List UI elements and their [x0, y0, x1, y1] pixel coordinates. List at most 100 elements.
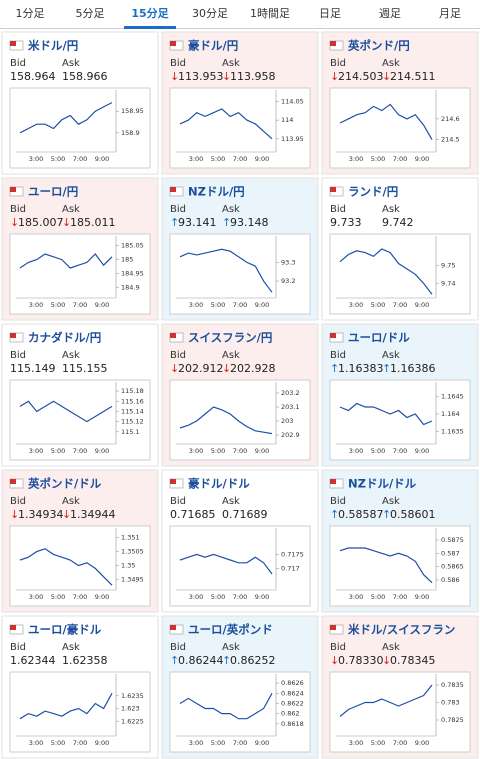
- pair-name[interactable]: NZドル/ドル: [348, 477, 417, 491]
- price-line: [339, 684, 433, 717]
- x-tick-label: 3:00: [349, 593, 364, 601]
- x-tick-label: 3:00: [29, 155, 44, 163]
- x-tick-label: 7:00: [73, 739, 88, 747]
- tab[interactable]: 日足: [319, 7, 341, 20]
- tab[interactable]: 1時間足: [250, 7, 290, 20]
- flag-mark: [330, 333, 336, 338]
- bid-label: Bid: [330, 58, 346, 69]
- x-tick-label: 3:00: [189, 301, 204, 309]
- price-line: [19, 102, 113, 134]
- flag-mark: [330, 41, 336, 46]
- bid-label: Bid: [10, 350, 26, 361]
- bid-value: 9.733: [330, 216, 362, 229]
- y-tick-label: 93.2: [281, 277, 295, 285]
- y-tick-label: 214.6: [441, 115, 460, 123]
- ask-value: 93.148: [230, 216, 269, 229]
- bid-value: 1.62344: [10, 654, 56, 667]
- tab[interactable]: 1分足: [16, 7, 45, 20]
- y-tick-label: 1.3495: [121, 576, 144, 584]
- price-line: [19, 548, 113, 586]
- bid-label: Bid: [10, 496, 26, 507]
- bid-value: 1.16383: [338, 362, 384, 375]
- ask-label: Ask: [62, 350, 80, 361]
- y-tick-label: 185: [121, 256, 133, 264]
- pair-name[interactable]: 豪ドル/円: [188, 39, 238, 53]
- y-tick-label: 184.9: [121, 284, 140, 292]
- bid-arrow: ↓: [10, 508, 19, 521]
- chart-panel: [9, 525, 151, 607]
- pair-name[interactable]: スイスフラン/円: [188, 331, 272, 345]
- flag-mark: [10, 187, 16, 192]
- pair-name[interactable]: 豪ドル/ドル: [188, 477, 250, 491]
- x-tick-label: 7:00: [393, 739, 408, 747]
- x-tick-label: 9:00: [255, 301, 270, 309]
- bid-label: Bid: [10, 204, 26, 215]
- y-tick-label: 9.74: [441, 279, 455, 287]
- bid-label: Bid: [330, 496, 346, 507]
- pair-name[interactable]: ユーロ/ドル: [348, 331, 410, 345]
- x-tick-label: 5:00: [51, 447, 66, 455]
- x-tick-label: 9:00: [415, 155, 430, 163]
- chart-panel: [9, 233, 151, 315]
- x-tick-label: 3:00: [29, 593, 44, 601]
- pair-name[interactable]: ランド/円: [348, 185, 398, 199]
- ask-label: Ask: [222, 642, 240, 653]
- y-tick-label: 0.7835: [441, 681, 464, 689]
- tab[interactable]: 15分足: [131, 6, 169, 20]
- y-tick-label: 1.351: [121, 534, 140, 542]
- bid-label: Bid: [10, 58, 26, 69]
- x-tick-label: 9:00: [415, 447, 430, 455]
- x-tick-label: 7:00: [73, 593, 88, 601]
- y-tick-label: 1.1635: [441, 428, 464, 436]
- bid-value: 93.141: [178, 216, 217, 229]
- price-line: [19, 693, 113, 720]
- x-tick-label: 7:00: [393, 593, 408, 601]
- tab[interactable]: 週足: [379, 7, 401, 20]
- ask-label: Ask: [382, 204, 400, 215]
- y-tick-label: 0.8624: [281, 689, 304, 697]
- y-tick-label: 0.5865: [441, 563, 464, 571]
- x-tick-label: 9:00: [415, 301, 430, 309]
- pair-name[interactable]: カナダドル/円: [28, 331, 101, 345]
- y-tick-label: 1.35: [121, 562, 135, 570]
- x-tick-label: 5:00: [371, 155, 386, 163]
- x-tick-label: 7:00: [233, 593, 248, 601]
- y-tick-label: 202.9: [281, 431, 300, 439]
- pair-name[interactable]: ユーロ/円: [28, 185, 78, 199]
- pair-name[interactable]: 米ドル/スイスフラン: [347, 623, 455, 637]
- y-tick-label: 114: [281, 116, 293, 124]
- flag-mark: [330, 187, 336, 192]
- x-tick-label: 9:00: [95, 155, 110, 163]
- bid-value: 0.58587: [338, 508, 384, 521]
- tab-active-underline: [124, 26, 176, 29]
- flag-mark: [170, 625, 176, 630]
- pair-name[interactable]: 米ドル/円: [27, 39, 78, 53]
- y-tick-label: 203: [281, 417, 293, 425]
- bid-value: 214.503: [338, 70, 384, 83]
- tab[interactable]: 月足: [439, 7, 461, 20]
- tab[interactable]: 30分足: [192, 7, 228, 20]
- y-tick-label: 0.8626: [281, 679, 304, 687]
- ask-value: 0.86252: [230, 654, 276, 667]
- x-tick-label: 9:00: [255, 155, 270, 163]
- price-line: [339, 402, 433, 426]
- ask-label: Ask: [222, 496, 240, 507]
- pair-name[interactable]: NZドル/円: [188, 185, 245, 199]
- pair-name[interactable]: 英ポンド/円: [347, 39, 410, 53]
- x-tick-label: 3:00: [349, 447, 364, 455]
- pair-name[interactable]: 英ポンド/ドル: [27, 477, 102, 491]
- y-tick-label: 9.75: [441, 261, 455, 269]
- flag-mark: [330, 479, 336, 484]
- x-tick-label: 5:00: [211, 593, 226, 601]
- x-tick-label: 5:00: [211, 301, 226, 309]
- ask-arrow: ↑: [382, 508, 391, 521]
- pair-name[interactable]: ユーロ/英ポンド: [188, 623, 273, 637]
- y-tick-label: 0.8622: [281, 699, 304, 707]
- ask-label: Ask: [382, 58, 400, 69]
- ask-value: 1.62358: [62, 654, 108, 667]
- price-line: [179, 553, 273, 575]
- pair-name[interactable]: ユーロ/豪ドル: [28, 623, 102, 637]
- bid-label: Bid: [10, 642, 26, 653]
- tab[interactable]: 5分足: [76, 7, 105, 20]
